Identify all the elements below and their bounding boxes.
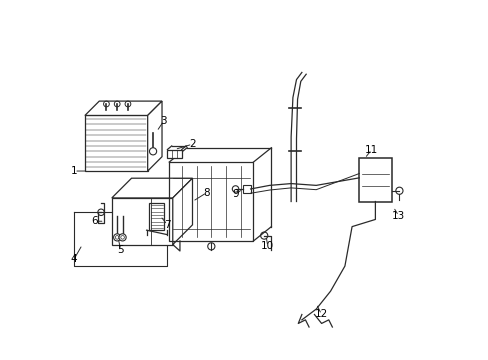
Text: 5: 5 [117, 245, 124, 255]
Polygon shape [149, 203, 163, 230]
Text: 3: 3 [160, 116, 167, 126]
Polygon shape [167, 149, 182, 158]
Text: 9: 9 [232, 189, 238, 199]
Text: 1: 1 [71, 166, 77, 176]
Text: 4: 4 [71, 254, 77, 264]
Circle shape [113, 234, 121, 241]
Circle shape [149, 148, 156, 155]
Text: 7: 7 [164, 220, 170, 230]
Polygon shape [85, 101, 162, 116]
Text: 8: 8 [203, 188, 210, 198]
Polygon shape [85, 116, 147, 171]
Text: 12: 12 [314, 310, 327, 319]
Text: 13: 13 [391, 211, 405, 221]
Polygon shape [112, 198, 172, 244]
Polygon shape [147, 101, 162, 171]
Polygon shape [172, 178, 192, 244]
Text: 10: 10 [261, 241, 274, 251]
Polygon shape [112, 178, 192, 198]
Polygon shape [359, 158, 391, 202]
Text: 11: 11 [365, 144, 378, 154]
Circle shape [119, 234, 126, 241]
Text: 2: 2 [189, 139, 195, 149]
Text: 6: 6 [91, 216, 98, 226]
